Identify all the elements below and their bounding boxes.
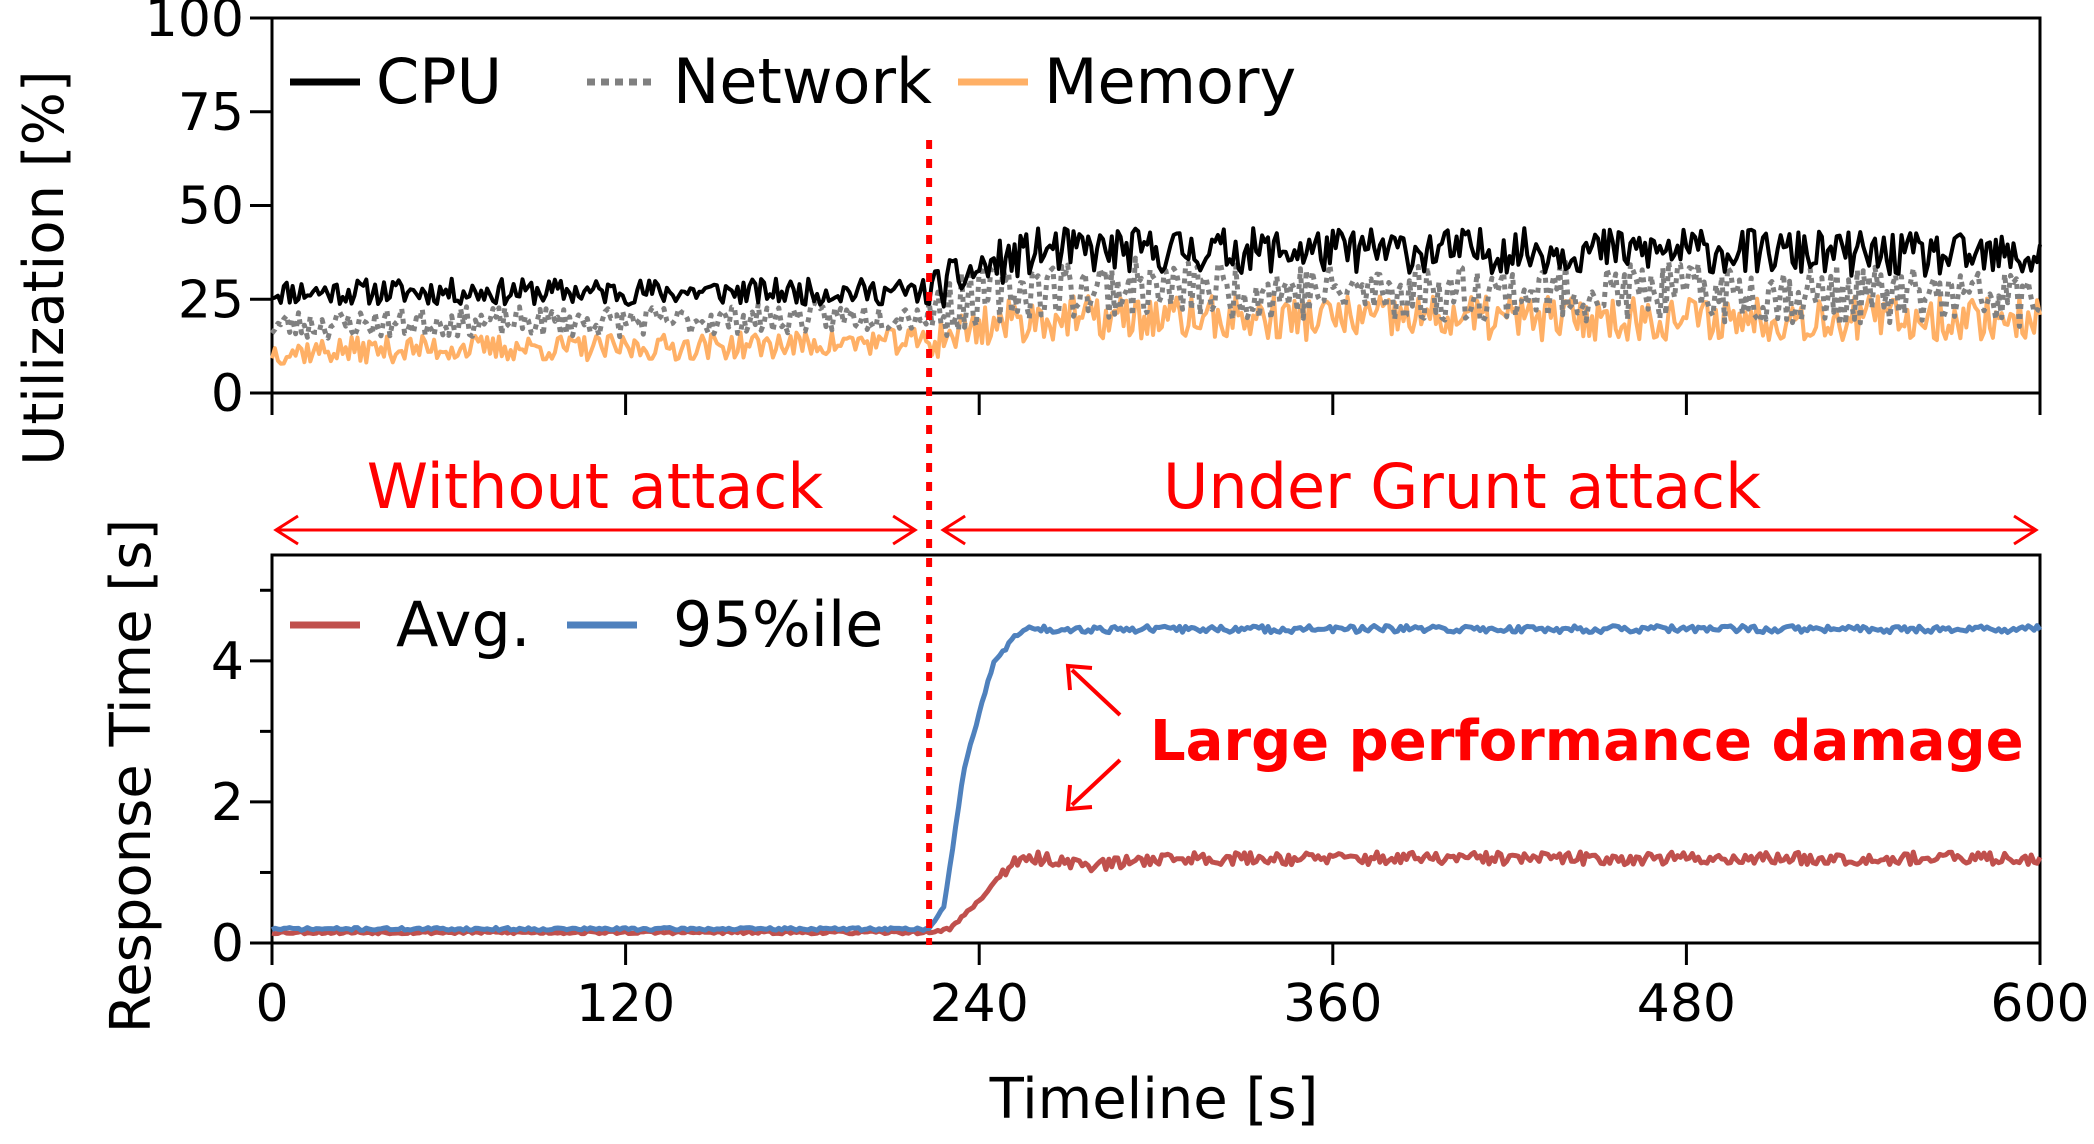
phase-after-arrowhead-left (940, 514, 966, 546)
utilization-panel: 0 25 50 75 100 (145, 0, 2042, 424)
x-tick-label: 0 (255, 974, 288, 1034)
response-time-y-tick-label: 2 (211, 773, 244, 833)
x-tick-label: 480 (1637, 974, 1736, 1034)
x-tick-label: 360 (1283, 974, 1382, 1034)
response-time-y-tick-label: 0 (211, 914, 244, 974)
phase-before-label: Without attack (367, 450, 824, 523)
series-line-cpu (271, 226, 2042, 309)
x-tick-label: 120 (576, 974, 675, 1034)
x-tick-label: 600 (1990, 974, 2089, 1034)
utilization-y-tick-label: 50 (178, 177, 244, 237)
utilization-y-tick-label: 0 (211, 364, 244, 424)
response-time-legend: Avg. 95%ile (290, 588, 883, 661)
legend-label-95pct: 95%ile (673, 588, 883, 661)
legend-label-avg: Avg. (396, 588, 531, 661)
series-line-network (270, 255, 2041, 341)
utilization-y-tick-label: 25 (178, 270, 244, 330)
x-axis-label: Timeline [s] (989, 1067, 1319, 1132)
annotation-arrowhead-avg (1065, 784, 1093, 812)
phase-before-arrowhead-right (892, 514, 918, 546)
phase-annotation (273, 140, 2039, 945)
phase-after-arrowhead-right (2013, 514, 2039, 546)
annotation-text: Large performance damage (1150, 709, 2024, 774)
legend-label-memory: Memory (1044, 45, 1296, 118)
series-line-avg (271, 849, 2043, 937)
utilization-y-axis-label: Utilization [%] (12, 70, 77, 465)
legend-label-network: Network (673, 45, 932, 118)
utilization-y-tick-label: 100 (145, 0, 244, 49)
phase-before-arrowhead-left (273, 514, 299, 546)
utilization-legend: CPU Network Memory (290, 45, 1296, 118)
annotation-arrowhead-95pct (1065, 663, 1093, 691)
response-time-plot-frame (270, 553, 2042, 945)
phase-after-label: Under Grunt attack (1163, 450, 1761, 523)
x-tick-label: 240 (930, 974, 1029, 1034)
annotation-arrow-avg (1070, 758, 1122, 807)
response-time-y-axis-label: Response Time [s] (99, 519, 164, 1033)
annotation-arrow-95pct (1070, 668, 1122, 717)
series-line-memory (270, 293, 2042, 366)
series-line-95pct (270, 623, 2043, 933)
response-time-y-tick-label: 4 (211, 632, 244, 692)
legend-label-cpu: CPU (376, 45, 502, 118)
utilization-y-tick-label: 75 (178, 83, 244, 143)
